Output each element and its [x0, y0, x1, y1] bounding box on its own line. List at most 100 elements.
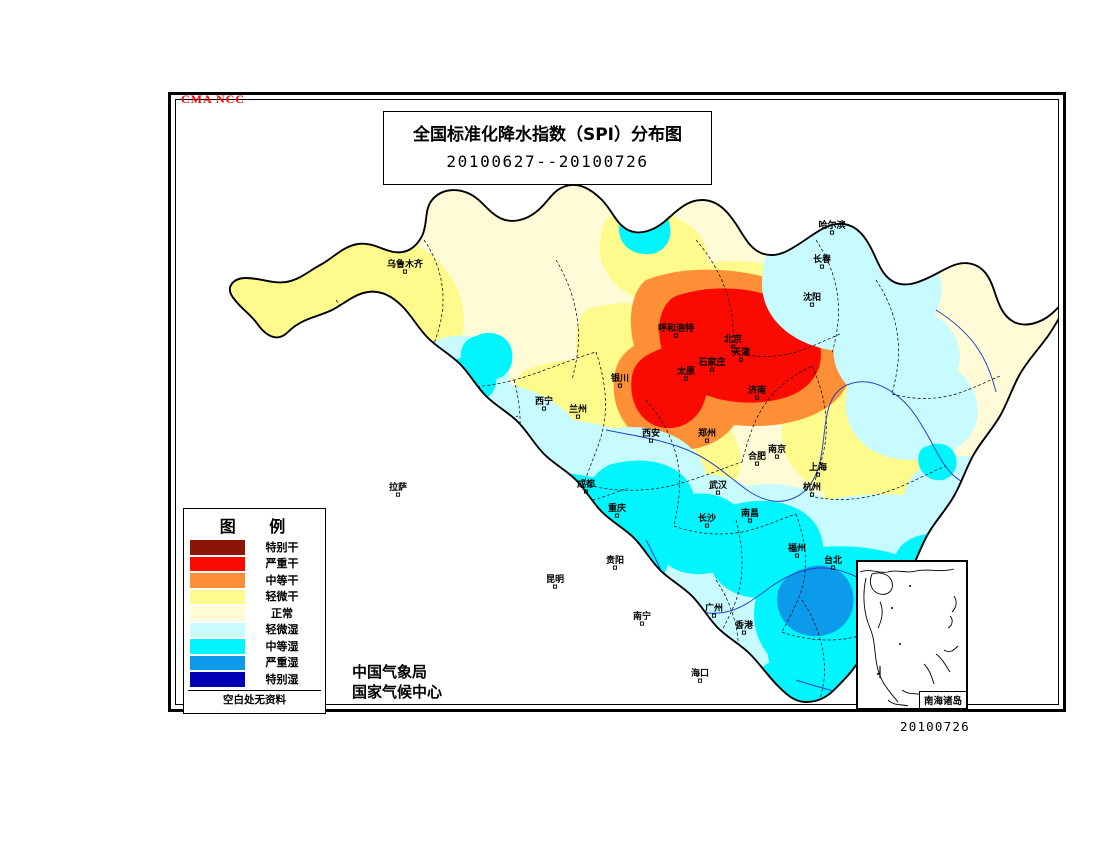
province-boundary [781, 619, 905, 641]
province-boundary [731, 333, 841, 357]
inset-label: 南海诸岛 [918, 691, 966, 708]
legend-item-label: 严重干 [265, 557, 299, 571]
city-label: 昆明 [546, 574, 564, 585]
city-label: 西宁 [535, 395, 553, 407]
city-label: 拉萨 [389, 481, 407, 493]
legend-swatch [190, 639, 245, 654]
city-marker [673, 333, 679, 338]
city-marker [815, 472, 821, 477]
legend-item-label: 中等湿 [265, 639, 299, 653]
legend-swatch [190, 556, 245, 571]
province-boundary [673, 513, 797, 535]
city-label: 合肥 [748, 450, 766, 462]
legend-item-label: 特别干 [265, 540, 299, 554]
legend-item: 中等干 [190, 572, 319, 589]
city-label: 天津 [732, 346, 750, 358]
city-label: 广州 [705, 602, 723, 614]
city-label: 杭州 [803, 481, 821, 493]
city-label: 长沙 [698, 512, 716, 524]
city-marker [809, 302, 815, 307]
city-marker [819, 264, 825, 269]
city-marker [754, 395, 760, 400]
legend-item: 严重干 [190, 556, 319, 573]
province-boundary [645, 399, 680, 527]
legend-swatch [190, 655, 245, 670]
city-marker [829, 230, 835, 235]
province-boundary [809, 365, 827, 497]
map-frame-inner [175, 99, 1059, 705]
city-marker [639, 621, 645, 626]
map-title: 全国标准化降水指数（SPI）分布图 [412, 124, 683, 145]
legend-item-label: 严重湿 [265, 656, 299, 670]
province-boundary [801, 599, 825, 703]
province-boundary [741, 365, 813, 463]
map-date-range: 20100627--20100726 [446, 152, 649, 172]
legend-box: 图 例 特别干 严重干 中等干 轻微干 正常 轻微湿 中等湿 严重湿 特别湿 空白处无资料 [183, 508, 326, 714]
river [325, 349, 463, 372]
agency-line-1: 中国气象局 [352, 663, 428, 681]
city-label: 南京 [768, 443, 786, 455]
city-marker [704, 438, 710, 443]
agency-credit: 中国气象局 国家气候中心 [352, 662, 442, 703]
legend-swatch [190, 622, 245, 637]
city-label: 长春 [813, 253, 832, 265]
city-marker [552, 584, 558, 589]
city-label: 上海 [809, 461, 827, 473]
city-marker [683, 376, 689, 381]
legend-swatch [190, 606, 245, 621]
river [935, 309, 997, 393]
province-boundary [645, 619, 701, 703]
city-label: 济南 [748, 384, 766, 396]
legend-item: 特别湿 [190, 671, 319, 688]
province-boundary [695, 239, 734, 353]
city-marker [541, 406, 547, 411]
city-marker [747, 518, 753, 523]
province-boundary [875, 279, 899, 395]
province-boundary [891, 375, 1001, 399]
legend-item-label: 轻微干 [265, 590, 299, 604]
city-marker [711, 613, 717, 618]
province-boundary [809, 465, 947, 500]
legend-item: 轻微湿 [190, 622, 319, 639]
city-label: 武汉 [709, 479, 728, 491]
province-boundary [583, 351, 606, 485]
legend-item-label: 特别湿 [265, 672, 299, 686]
legend-item: 中等湿 [190, 638, 319, 655]
city-label: 台北 [824, 554, 842, 566]
city-label: 北京 [724, 333, 742, 345]
legend-item: 正常 [190, 605, 319, 622]
title-box: 全国标准化降水指数（SPI）分布图 20100627--20100726 [383, 111, 712, 185]
city-marker [809, 492, 815, 497]
province-boundary [335, 299, 376, 437]
city-marker [402, 269, 408, 274]
city-marker [583, 489, 589, 494]
province-boundary [461, 479, 513, 593]
city-label: 太原 [676, 365, 695, 377]
city-label: 西安 [642, 427, 660, 439]
legend-swatch [190, 589, 245, 604]
city-label: 呼和浩特 [658, 322, 694, 334]
city-marker [794, 553, 800, 558]
city-marker [395, 492, 401, 497]
city-label: 福州 [787, 542, 806, 554]
legend-item: 特别干 [190, 539, 319, 556]
city-label: 哈尔滨 [818, 219, 845, 231]
province-boundary [815, 239, 839, 355]
province-boundary [373, 415, 519, 441]
city-marker [575, 414, 581, 419]
river [605, 381, 987, 502]
city-label: 兰州 [569, 403, 587, 415]
city-label: 贵阳 [606, 554, 624, 566]
legend-items: 特别干严重干 中等干 轻微干 正常 轻微湿中等湿严重湿特别湿 [184, 539, 325, 688]
city-marker [612, 565, 618, 570]
cma-ncc-watermark: CMA NCC [181, 92, 245, 106]
city-marker [617, 383, 623, 388]
city-marker [754, 461, 760, 466]
city-label: 石家庄 [697, 356, 725, 368]
legend-item-label: 轻微湿 [265, 623, 299, 637]
city-label: 南昌 [741, 507, 759, 519]
legend-item: 严重湿 [190, 655, 319, 672]
city-label: 成都 [577, 478, 595, 490]
national-border [229, 184, 1058, 703]
